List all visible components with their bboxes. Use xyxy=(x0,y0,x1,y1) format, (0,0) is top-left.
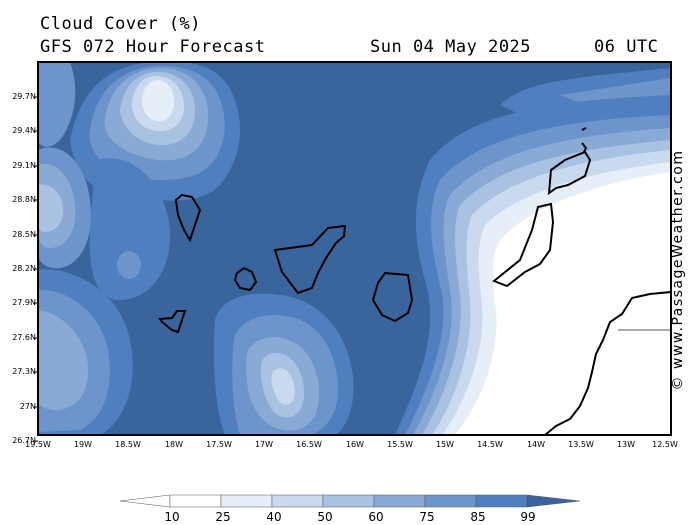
legend-label: 50 xyxy=(317,510,333,524)
lon-label: 12.5W xyxy=(652,440,678,449)
forecast-subtitle: GFS 072 Hour Forecast xyxy=(40,37,266,57)
site-credit: © www.PassageWeather.com xyxy=(670,149,686,391)
island-tenerife xyxy=(273,224,347,295)
legend-label: 40 xyxy=(266,510,282,524)
lat-label: 28.2N xyxy=(12,264,36,273)
lon-label: 13W xyxy=(616,440,636,449)
lon-label: 15.5W xyxy=(387,440,413,449)
legend-label: 10 xyxy=(164,510,180,524)
axis-ticks xyxy=(34,96,38,442)
cloud-cover-field xyxy=(38,62,671,435)
lon-label: 19.5W xyxy=(25,440,51,449)
african-coastline xyxy=(544,291,672,436)
lon-label: 19W xyxy=(73,440,93,449)
island-la-gomera xyxy=(233,266,258,292)
lon-label: 17W xyxy=(254,440,274,449)
legend-label: 75 xyxy=(419,510,435,524)
coastlines xyxy=(158,127,672,436)
lon-label: 15W xyxy=(435,440,455,449)
lon-label: 16.5W xyxy=(296,440,322,449)
lat-label: 26.7N xyxy=(12,436,36,445)
map-frame xyxy=(37,61,672,436)
legend-label: 85 xyxy=(470,510,486,524)
lat-label: 28.8N xyxy=(12,195,36,204)
cloud-band-40-50 xyxy=(38,184,64,232)
island-la-palma xyxy=(174,193,202,243)
legend-label: 60 xyxy=(368,510,384,524)
lat-label: 27N xyxy=(19,402,36,411)
island-el-hierro xyxy=(158,310,187,334)
island-lanzarote xyxy=(547,150,592,196)
forecast-time: 06 UTC xyxy=(594,37,659,57)
cloud-band-60-75 xyxy=(117,251,141,279)
lat-label: 29.4N xyxy=(12,126,36,135)
lat-label: 27.3N xyxy=(12,367,36,376)
legend-colorbar xyxy=(119,494,581,508)
lat-label: 27.6N xyxy=(12,333,36,342)
map-title: Cloud Cover (%) xyxy=(40,14,202,34)
legend-label: 25 xyxy=(215,510,231,524)
cloud-band-25-40 xyxy=(271,368,295,405)
lon-label: 14W xyxy=(526,440,546,449)
lon-label: 14.5W xyxy=(477,440,503,449)
cloud-band-clear xyxy=(455,172,671,435)
lon-label: 13.5W xyxy=(568,440,594,449)
island-fuerteventura xyxy=(492,202,555,288)
lat-label: 29.1N xyxy=(12,161,36,170)
legend-label: 99 xyxy=(520,510,536,524)
island-gran-canaria xyxy=(371,271,414,323)
lon-label: 16W xyxy=(345,440,365,449)
cloud-band-10-25 xyxy=(141,80,174,122)
island-la-graciosa xyxy=(581,127,588,153)
lat-label: 27.9N xyxy=(12,298,36,307)
cloud-band-75-85 xyxy=(89,158,171,300)
lon-label: 17.5W xyxy=(206,440,232,449)
lat-label: 29.7N xyxy=(12,92,36,101)
cloud-band-60-75 xyxy=(38,62,76,147)
lat-label: 28.5N xyxy=(12,230,36,239)
lon-label: 18.5W xyxy=(115,440,141,449)
lon-label: 18W xyxy=(164,440,184,449)
forecast-date: Sun 04 May 2025 xyxy=(370,37,532,57)
cloud-band-50-60 xyxy=(38,310,89,410)
